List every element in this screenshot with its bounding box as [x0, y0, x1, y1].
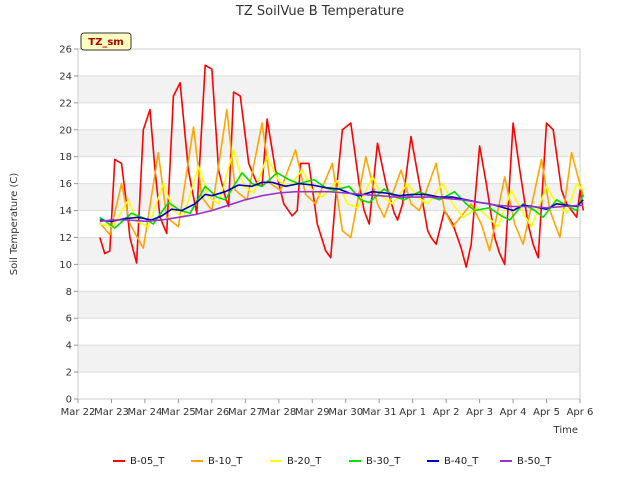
x-tick-label: Mar 29: [295, 407, 330, 418]
x-tick-label: Apr 5: [533, 407, 560, 418]
x-tick-label: Mar 25: [161, 407, 196, 418]
station-tag-box: [80, 32, 132, 51]
background-band: [78, 291, 580, 319]
y-axis-title: Soil Temperature (C): [9, 173, 20, 276]
y-tick-label: 2: [66, 368, 72, 379]
chart-title: TZ SoilVue B Temperature: [235, 4, 404, 19]
x-tick-label: Mar 30: [328, 407, 363, 418]
x-tick-label: Mar 22: [61, 407, 96, 418]
legend-label: B-50_T: [517, 456, 552, 467]
legend-label: B-30_T: [366, 456, 401, 467]
x-tick-label: Apr 2: [433, 407, 460, 418]
x-tick-label: Apr 3: [466, 407, 493, 418]
background-band: [78, 345, 580, 373]
x-tick-label: Mar 26: [194, 407, 229, 418]
series-line-b-50-t: [99, 190, 584, 223]
plot-background-bands: [78, 49, 580, 399]
legend: B-05_T B-10_T B-20_T B-30_T B-40_T B-50_T: [113, 456, 552, 467]
y-tick-label: 6: [66, 314, 72, 325]
x-tick-label: Apr 1: [399, 407, 426, 418]
y-tick-label: 16: [59, 179, 72, 190]
y-tick-label: 22: [59, 98, 72, 109]
station-tag-label: TZ_sm: [88, 37, 123, 48]
y-tick-label: 20: [59, 125, 72, 136]
x-tick-label: Mar 31: [362, 407, 397, 418]
x-axis-title: Time: [553, 425, 578, 436]
x-tick-label: Mar 28: [261, 407, 296, 418]
y-tick-label: 14: [59, 206, 72, 217]
background-band: [78, 372, 580, 399]
series-lines: [99, 64, 585, 268]
series-line-b-40-t: [99, 181, 584, 223]
series-line-b-10-t: [99, 108, 585, 252]
legend-label: B-10_T: [208, 456, 243, 467]
legend-label: B-05_T: [130, 456, 165, 467]
x-tick-label: Apr 4: [500, 407, 527, 418]
x-tick-label: Apr 6: [567, 407, 594, 418]
y-tick-label: 10: [59, 260, 72, 271]
x-tick-label: Mar 24: [128, 407, 163, 418]
y-tick-label: 12: [59, 233, 72, 244]
y-tick-label: 24: [59, 71, 72, 82]
background-band: [78, 129, 580, 157]
legend-label: B-40_T: [444, 456, 479, 467]
x-tick-label: Mar 27: [228, 407, 263, 418]
plot-area-frame: [77, 48, 581, 400]
background-band: [78, 75, 580, 103]
y-tick-label: 4: [66, 341, 72, 352]
station-tag: TZ_sm: [80, 32, 132, 51]
y-tick-label: 26: [59, 45, 72, 56]
background-band: [78, 102, 580, 130]
background-band: [78, 318, 580, 346]
background-band: [78, 49, 580, 76]
background-band: [78, 264, 580, 292]
series-line-b-05-t: [99, 64, 585, 268]
y-tick-label: 18: [59, 152, 72, 163]
y-tick-label: 0: [66, 395, 72, 406]
legend-label: B-20_T: [287, 456, 322, 467]
x-tick-label: Mar 23: [94, 407, 129, 418]
y-tick-label: 8: [66, 287, 72, 298]
